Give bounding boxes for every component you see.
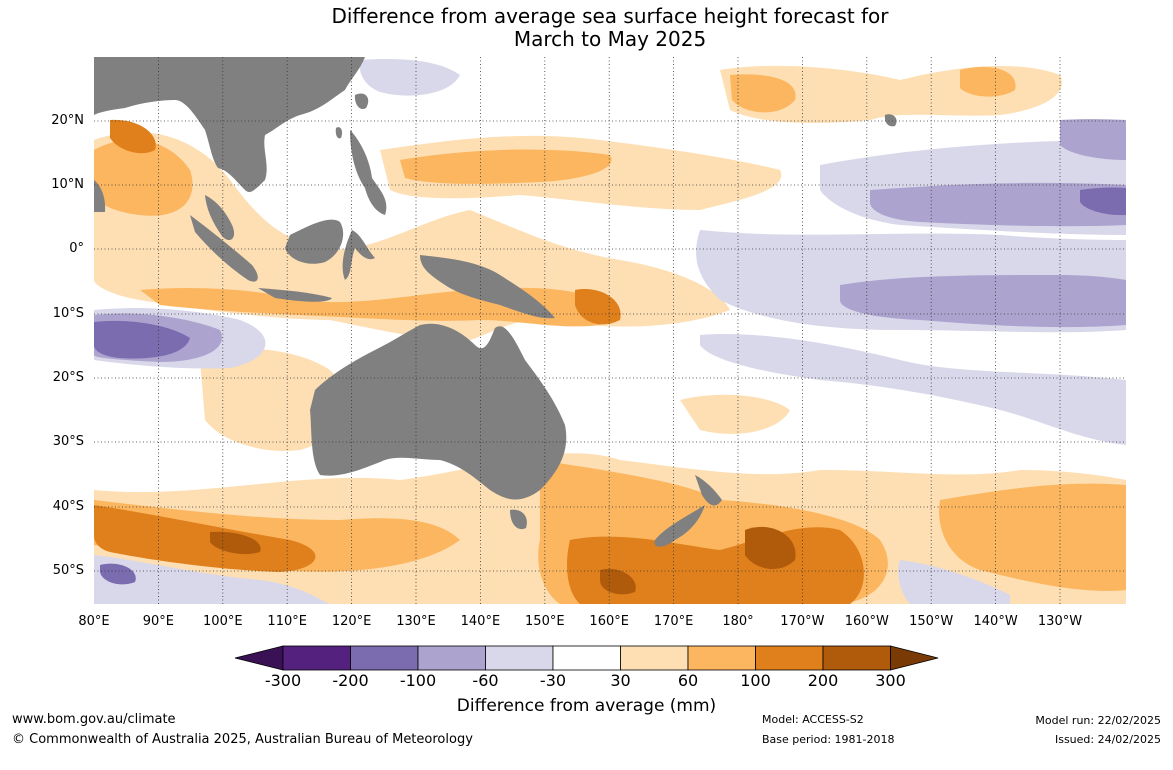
anomaly-region-orange [960,66,1016,97]
anomaly-region-brown [745,526,796,570]
land-java [258,288,332,302]
anomaly-region-light-purple [359,58,460,96]
longitude-label: 160°W [844,614,889,629]
footer-website[interactable]: www.bom.gov.au/climate [12,712,176,727]
anomaly-region-light-orange [680,394,790,434]
land-india [94,180,106,212]
colorbar-segment [282,645,351,671]
land-hawaii [884,114,897,127]
colorbar-title: Difference from average (mm) [456,696,717,716]
anomaly-region-dark-orange [110,119,156,154]
colorbar-segment [485,645,554,671]
anomaly-region-dark-orange [94,505,316,572]
anomaly-region-light-purple [700,334,1126,445]
colorbar-tick-label: -60 [472,671,499,690]
colorbar-tick-label: 200 [807,671,839,690]
land-new-zealand-south [654,505,705,547]
latitude-label: 10°S [52,306,84,321]
anomaly-region-purple [1060,119,1126,160]
colorbar-segment [755,645,824,671]
land-masses [94,57,897,547]
land-malay [205,195,235,241]
longitude-label: 150°W [909,614,954,629]
colorbar-tick-label: 60 [677,671,699,690]
footer-copyright: © Commonwealth of Australia 2025, Austra… [12,732,473,747]
colorbar [234,645,939,671]
footer-model-run: Model run: 22/02/2025 [1035,714,1161,727]
latitude-label: 30°S [52,434,84,449]
anomaly-region-light-purple [898,560,1010,604]
land-new-guinea [420,255,555,319]
longitude-label: 130°E [396,614,436,629]
longitude-label: 140°W [973,614,1018,629]
colorbar-tick-label: -30 [539,671,567,690]
footer-issued: Issued: 24/02/2025 [1054,733,1161,746]
colorbar-tick-label: -100 [399,671,437,690]
land-philippines [350,130,387,215]
map-title-line1: Difference from average sea surface heig… [331,4,889,28]
longitude-label: 180° [722,614,754,629]
latitude-label: 0° [69,241,84,256]
latitude-label: 10°N [51,177,84,192]
longitude-label: 100°E [203,614,243,629]
anomaly-region-purple [869,182,1126,227]
anomaly-region-light-orange [94,132,730,340]
longitude-label: 120°E [331,614,372,629]
latitude-label: 40°S [52,499,84,514]
anomaly-region-orange [939,483,1126,591]
land-new-zealand-north [695,475,722,506]
anomaly-region-dark-purple [94,320,190,359]
latitude-label: 50°S [52,563,84,578]
anomaly-region-orange [400,149,612,184]
footer-model: Model: ACCESS-S2 [762,713,864,726]
latitude-label: 20°N [51,113,84,128]
longitude-label: 80°E [78,614,110,629]
land-australia [310,323,567,500]
colorbar-tick-label: 300 [875,671,906,690]
longitude-label: 150°E [525,614,565,629]
colorbar-extend-low [234,645,284,671]
colorbar-segment [687,645,756,671]
land-sumatra [190,215,258,282]
anomaly-region-light-purple [94,555,330,604]
map-title-line2: March to May 2025 [513,27,707,51]
colorbar-segment [822,645,891,671]
colorbar-segment [417,645,486,671]
longitude-label: 170°E [653,614,694,629]
land-sulawesi [342,230,375,280]
longitude-label: 90°E [142,614,175,629]
land-borneo [285,219,344,264]
anomaly-region-dark-purple [100,563,136,585]
land-taiwan [335,127,343,139]
anomaly-region-orange [94,139,193,216]
colorbar-segment [350,645,419,671]
title-block: Difference from average sea surface heig… [0,0,1173,56]
latitude-label: 20°S [52,370,84,385]
longitude-label: 110°E [267,614,307,629]
anomaly-region-dark-purple [1080,187,1126,216]
colorbar-tick-label: -300 [264,671,302,690]
graticule [94,57,1126,604]
colorbar-tick-label: 100 [740,671,771,690]
longitude-label: 140°E [460,614,501,629]
footer-base-period: Base period: 1981-2018 [762,733,895,746]
colorbar-tick-label: -200 [332,671,369,690]
colorbar-tick-label: 30 [610,671,631,690]
anomaly-region-orange [730,74,796,113]
land-asia [94,57,365,192]
land-japan [354,93,369,110]
anomaly-region-purple [840,275,1126,328]
colorbar-segment [552,645,621,671]
anomaly-region-dark-orange [575,289,621,325]
colorbar-segment [620,645,689,671]
longitude-label: 160°E [589,614,629,629]
longitude-label: 130°W [1037,614,1083,629]
longitude-label: 170°W [780,614,825,629]
colorbar-extend-high [890,645,939,671]
anomaly-region-light-orange [200,349,345,451]
anomaly-fields [94,57,1126,604]
land-tasmania [510,509,527,530]
